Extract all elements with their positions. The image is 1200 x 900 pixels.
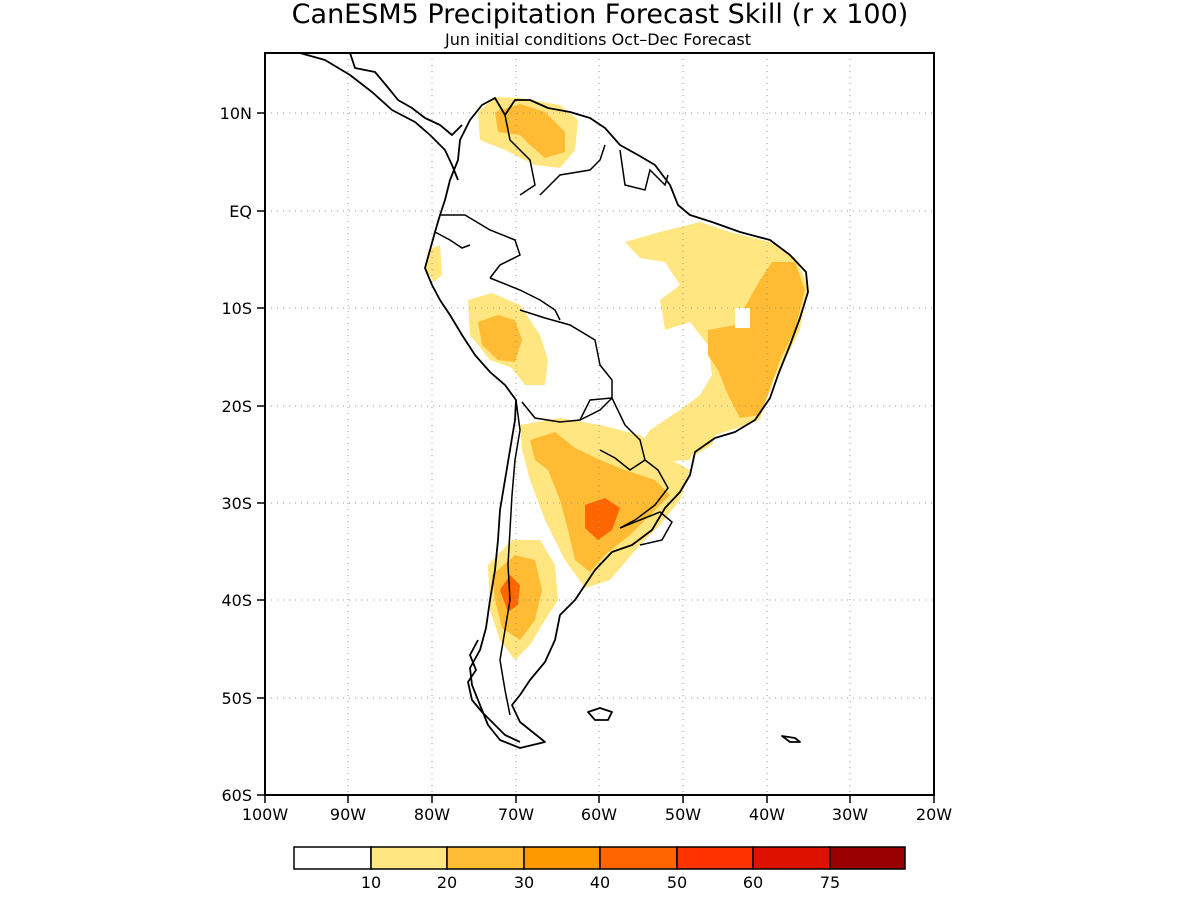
lon-label-60w: 60W bbox=[581, 805, 617, 824]
lat-label-10n: 10N bbox=[220, 104, 252, 123]
skill-region-northeast-brazil-gap bbox=[735, 308, 750, 328]
map-area bbox=[265, 53, 934, 795]
border-bolivia bbox=[519, 309, 613, 423]
colorbar: 10 20 30 40 50 60 75 bbox=[293, 846, 906, 892]
border-colombia-peru bbox=[440, 214, 521, 279]
colorbar-label-50: 50 bbox=[667, 873, 687, 892]
colorbar-label-30: 30 bbox=[514, 873, 534, 892]
axis-ticks bbox=[257, 112, 935, 803]
border-chile-argentina bbox=[499, 399, 521, 716]
colorbar-box-1 bbox=[293, 846, 372, 870]
country-borders bbox=[434, 114, 673, 716]
lat-label-eq: EQ bbox=[229, 202, 252, 221]
colorbar-box-8 bbox=[829, 846, 906, 870]
colorbar-label-20: 20 bbox=[437, 873, 457, 892]
map-subtitle: Jun initial conditions Oct–Dec Forecast bbox=[444, 30, 751, 49]
colorbar-label-10: 10 bbox=[361, 873, 381, 892]
border-venezuela-brazil bbox=[539, 144, 606, 196]
lat-label-40s: 40S bbox=[221, 591, 252, 610]
border-ecuador-peru bbox=[434, 231, 471, 249]
colorbar-box-4 bbox=[523, 846, 601, 870]
skill-region-venezuela-core bbox=[495, 104, 565, 158]
border-uruguay bbox=[619, 511, 673, 546]
map-gridlines bbox=[265, 53, 934, 795]
lat-label-10s: 10S bbox=[221, 299, 252, 318]
skill-region-northeast-brazil-core bbox=[708, 262, 805, 418]
skill-shading bbox=[425, 97, 808, 660]
falkland-islands bbox=[587, 707, 613, 721]
central-america-coast-pacific bbox=[299, 53, 459, 181]
border-peru-brazil bbox=[489, 277, 561, 321]
lon-label-30w: 30W bbox=[832, 805, 868, 824]
lon-label-70w: 70W bbox=[498, 805, 534, 824]
colorbar-box-7 bbox=[752, 846, 831, 870]
longitude-labels: 100W 90W 80W 70W 60W 50W 40W 30W 20W bbox=[242, 805, 952, 824]
coastlines bbox=[299, 53, 809, 749]
border-argentina-brazil bbox=[619, 459, 669, 529]
lon-label-20w: 20W bbox=[916, 805, 952, 824]
south-georgia bbox=[781, 735, 801, 743]
chile-fjords bbox=[467, 639, 521, 743]
lat-label-20s: 20S bbox=[221, 397, 252, 416]
colorbar-label-40: 40 bbox=[590, 873, 610, 892]
map-title: CanESM5 Precipitation Forecast Skill (r … bbox=[292, 0, 909, 30]
skill-region-uruguay-pampas-max bbox=[585, 498, 620, 540]
lat-label-60s: 60S bbox=[221, 786, 252, 805]
lon-label-100w: 100W bbox=[242, 805, 289, 824]
lon-label-50w: 50W bbox=[665, 805, 701, 824]
border-paraguay bbox=[579, 396, 646, 471]
colorbar-label-60: 60 bbox=[743, 873, 763, 892]
latitude-labels: 10N EQ 10S 20S 30S 40S 50S 60S bbox=[220, 104, 252, 805]
lon-label-90w: 90W bbox=[330, 805, 366, 824]
skill-region-peru-andes-core bbox=[478, 315, 522, 362]
colorbar-box-3 bbox=[446, 846, 525, 870]
lat-label-50s: 50S bbox=[221, 689, 252, 708]
central-america-coast-caribbean bbox=[349, 53, 463, 136]
lon-label-40w: 40W bbox=[749, 805, 785, 824]
border-guianas bbox=[619, 149, 669, 191]
lat-label-30s: 30S bbox=[221, 494, 252, 513]
colorbar-box-6 bbox=[676, 846, 754, 870]
lon-label-80w: 80W bbox=[414, 805, 450, 824]
colorbar-label-75: 75 bbox=[820, 873, 840, 892]
south-america-coastline bbox=[424, 97, 809, 749]
skill-region-southern-brazil bbox=[688, 410, 720, 455]
colorbar-box-5 bbox=[599, 846, 678, 870]
colorbar-box-2 bbox=[370, 846, 448, 870]
border-colombia-venezuela bbox=[504, 114, 536, 196]
